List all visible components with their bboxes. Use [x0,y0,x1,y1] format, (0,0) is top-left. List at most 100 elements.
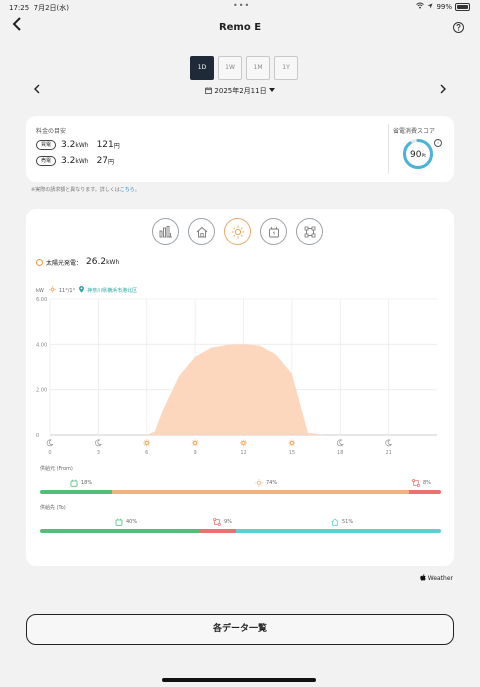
to-segment-home [236,529,441,533]
chevron-left-icon [12,17,21,31]
date-picker[interactable]: 2025年2月11日 [0,86,480,96]
date-navigation: 2025年2月11日 [0,84,480,98]
mode-overview-button[interactable] [152,218,179,245]
status-time: 17:25 7月2日(水) [9,4,70,12]
cost-row-buy: 買電 3.2 kWh 121 円 [36,140,128,150]
sun-icon [231,225,244,238]
x-tick-label: 6 [145,450,148,455]
apple-logo-icon [420,574,426,581]
help-icon [456,24,461,31]
weather-sun-icon [240,439,247,447]
x-tick-label: 18 [337,450,343,455]
sun-icon [255,479,263,487]
grid-icon [213,518,221,526]
battery-percent: 99% [436,2,452,11]
weather-sun-icon [288,439,296,447]
caret-down-icon [268,88,275,92]
from-segment-battery [40,490,113,494]
from-legend-grid: 8% [412,479,431,487]
supply-to-bar [40,529,441,533]
mode-solar-button[interactable] [224,218,251,245]
solar-area [50,344,437,435]
from-segment-solar [112,490,409,494]
score-arc [403,139,433,169]
weather-location: 神奈川県横浜市港北区 [87,288,138,294]
chevron-left-icon [34,84,40,94]
supply-to-label: 供給先 (To) [40,505,66,511]
battery-storage-icon [115,518,123,526]
grid-icon [412,479,420,487]
x-tick-label: 0 [48,450,51,455]
mode-selector [152,218,323,245]
status-right: 99% [416,2,470,11]
chevron-right-icon [440,84,446,94]
from-legend-solar: 74% [255,479,277,487]
solar-dot-icon [36,258,43,266]
mode-home-button[interactable] [188,218,215,245]
y-tick-label: 0 [36,433,39,439]
weather-sun-icon [143,439,151,447]
y-tick-label: 2.00 [36,388,47,394]
back-button[interactable] [12,17,22,35]
location-pin-icon [79,286,85,295]
selected-date: 2025年2月11日 [214,87,267,95]
weather-summary: kW 11°/1° 神奈川県横浜市港北区 [36,286,137,295]
info-icon[interactable]: i [434,139,442,147]
weather-moon-icon [46,439,54,447]
bar-chart-icon [159,225,172,237]
to-legend-home: 51% [331,518,353,526]
weather-sun-icon [191,439,199,447]
from-legend-battery: 18% [70,479,92,487]
solar-total: 太陽光発電： 26.2 kWh [36,257,119,267]
calendar-icon [205,87,213,94]
x-tick-label: 3 [97,450,100,455]
score-unit: Pt [421,153,426,159]
prev-date-button[interactable] [34,84,40,97]
weather-moon-icon [95,439,102,447]
home-icon [331,518,339,526]
location-icon [427,3,433,11]
home-icon [196,226,207,237]
period-tab-1d[interactable]: 1D [190,56,214,80]
mode-grid-button[interactable] [296,218,323,245]
next-date-button[interactable] [440,84,446,97]
score-label: 省電消費スコア [393,128,436,135]
period-selector: 1D 1W 1M 1Y [190,56,298,80]
multitask-dots[interactable]: ••• [233,1,251,10]
weather-credit: Weather [420,574,453,582]
buy-tag: 買電 [36,140,57,150]
weather-temp: 11°/1° [58,287,76,294]
solar-chart: 6.00 4.00 2.00 0 0 3 6 9 12 15 18 21 [36,297,437,455]
weather-sun-icon [49,286,56,295]
status-bar: 17:25 7月2日(水) ••• 99% [0,0,480,14]
x-tick-label: 9 [194,450,197,455]
sell-tag: 売電 [36,156,57,166]
supply-from-bar [40,490,441,494]
to-legend-grid: 9% [213,518,232,526]
grid-icon [304,226,315,237]
score-value: 90 [410,150,422,160]
x-tick-label: 12 [240,450,246,455]
cost-card: 料金の目安 買電 3.2 kWh 121 円 売電 3.2 kWh 27 円 省電消費ス… [26,116,454,182]
from-segment-grid [408,490,441,494]
nav-bar: Remo E [0,14,480,42]
x-tick-label: 15 [289,450,295,455]
unit-label: kW [36,287,44,294]
energy-card: 太陽光発電： 26.2 kWh kW 11°/1° 神奈川県横浜市港北区 6.00… [26,209,454,566]
details-link[interactable]: こちら [119,187,135,193]
to-segment-battery [40,529,201,533]
score-gauge: 90Pt [402,138,434,170]
period-tab-1y[interactable]: 1Y [274,56,298,80]
mode-battery-button[interactable] [260,218,287,245]
to-segment-grid [200,529,237,533]
card-divider [388,124,389,174]
help-button[interactable] [453,22,464,33]
battery-storage-icon [70,479,78,487]
data-list-button[interactable]: 各データ一覧 [26,614,454,645]
home-indicator[interactable] [162,678,316,682]
solar-total-value: 26.2 [86,257,107,267]
period-tab-1w[interactable]: 1W [218,56,242,80]
period-tab-1m[interactable]: 1M [246,56,270,80]
x-tick-label: 21 [385,450,391,455]
weather-moon-icon [337,439,344,447]
